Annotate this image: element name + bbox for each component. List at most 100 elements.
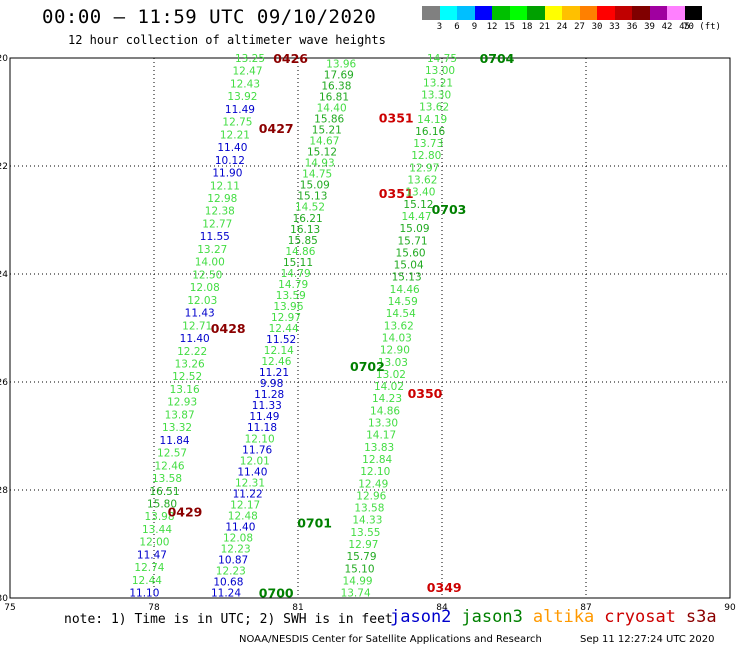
pass-time-label: 0700 (259, 586, 294, 601)
swh-value: 12.98 (207, 193, 237, 205)
pass-time-label: 0428 (211, 321, 246, 336)
color-scale-cell (492, 6, 510, 20)
pass-time-label: 0351 (379, 186, 414, 201)
swh-value: 11.21 (259, 367, 289, 379)
color-scale-cell (562, 6, 580, 20)
satellite-legend: jason2 jason3 altika cryosat s3a (390, 607, 727, 627)
color-scale-label: 70 (ft) (683, 22, 721, 32)
y-tick-label: -28 (0, 486, 8, 496)
color-scale-label: 21 (539, 22, 550, 32)
swh-value: 16.51 (149, 486, 179, 498)
color-scale-cell (544, 6, 562, 20)
swh-value: 12.17 (230, 499, 260, 511)
swh-value: 14.67 (309, 136, 339, 148)
swh-value: 14.00 (195, 257, 225, 269)
swh-value: 15.86 (314, 114, 344, 126)
swh-value: 12.31 (235, 477, 265, 489)
color-scale-label: 39 (644, 22, 655, 32)
pass-time-label: 0703 (432, 202, 467, 217)
swh-value: 12.23 (216, 566, 246, 578)
swh-value: 16.38 (321, 80, 351, 92)
swh-value: 15.04 (394, 260, 424, 272)
swh-value: 11.52 (266, 334, 296, 346)
swh-value: 13.62 (419, 102, 449, 114)
swh-value: 13.62 (407, 175, 437, 187)
swh-value: 13.92 (227, 91, 257, 103)
swh-value: 14.54 (386, 308, 416, 320)
swh-value: 12.22 (177, 346, 207, 358)
swh-value: 11.24 (211, 588, 241, 600)
y-tick-label: -22 (0, 162, 8, 172)
swh-value: 12.23 (221, 544, 251, 556)
swh-value: 14.86 (370, 405, 400, 417)
swh-value: 16.13 (290, 224, 320, 236)
color-scale-cell (649, 6, 667, 20)
swh-value: 11.49 (249, 411, 279, 423)
swh-value: 12.74 (134, 562, 164, 574)
swh-value: 12.97 (348, 539, 378, 551)
color-scale-label: 9 (471, 22, 478, 32)
swh-value: 13.62 (384, 320, 414, 332)
color-scale-cell (474, 6, 492, 20)
swh-value: 11.33 (252, 400, 282, 412)
swh-value: 14.17 (366, 430, 396, 442)
y-tick-label: -20 (0, 54, 8, 64)
credit-line: NOAA/NESDIS Center for Satellite Applica… (239, 634, 542, 645)
swh-value: 12.57 (157, 448, 187, 460)
swh-value: 12.97 (409, 162, 439, 174)
swh-value: 13.96 (326, 58, 356, 70)
y-tick-label: -30 (0, 594, 8, 604)
swh-value: 11.10 (129, 588, 159, 600)
swh-value: 12.08 (223, 532, 253, 544)
swh-value: 12.84 (362, 454, 392, 466)
swh-value: 14.47 (401, 211, 431, 223)
footnote: note: 1) Time is in UTC; 2) SWH is in fe… (64, 612, 393, 627)
pass-time-label: 0429 (168, 505, 203, 520)
swh-value: 12.47 (232, 66, 262, 78)
swh-value: 13.96 (273, 301, 303, 313)
x-tick-label: 78 (148, 603, 160, 613)
swh-value: 13.74 (341, 588, 371, 600)
swh-value: 13.58 (152, 473, 182, 485)
swh-value: 13.40 (405, 187, 435, 199)
swh-value: 15.12 (403, 199, 433, 211)
swh-value: 13.73 (413, 138, 443, 150)
color-scale-cell (527, 6, 545, 20)
color-scale-cell (422, 6, 440, 20)
chart-subtitle: 12 hour collection of altimeter wave hei… (68, 33, 386, 47)
swh-value: 12.44 (269, 323, 299, 335)
swh-value: 11.84 (160, 435, 190, 447)
swh-value: 12.77 (202, 218, 232, 230)
swh-value: 10.12 (215, 155, 245, 167)
swh-value: 13.83 (364, 442, 394, 454)
legend-entry: jason3 (461, 607, 523, 627)
swh-value: 13.55 (350, 527, 380, 539)
swh-value: 12.38 (205, 206, 235, 218)
swh-value: 12.10 (245, 433, 275, 445)
color-scale-label: 30 (591, 22, 603, 32)
swh-value: 15.85 (288, 235, 318, 247)
swh-value: 12.43 (230, 78, 260, 90)
swh-value: 15.09 (399, 223, 429, 235)
legend-entry: s3a (685, 607, 717, 627)
swh-value: 11.40 (180, 333, 210, 345)
swh-value: 12.03 (187, 295, 217, 307)
swh-value: 13.30 (368, 418, 398, 430)
swh-value: 11.76 (242, 444, 272, 456)
color-scale-label: 12 (486, 22, 498, 32)
x-tick-label: 75 (4, 603, 15, 613)
swh-value: 15.12 (307, 147, 337, 159)
swh-value: 11.40 (217, 142, 247, 154)
legend-entry: cryosat (604, 607, 676, 627)
swh-value: 11.90 (212, 168, 242, 180)
swh-value: 10.87 (218, 555, 248, 567)
color-scale-cell (509, 6, 527, 20)
swh-value: 14.46 (390, 284, 420, 296)
swh-value: 13.98 (144, 511, 174, 523)
swh-value: 12.14 (264, 345, 294, 357)
legend-entry: altika (532, 607, 595, 627)
swh-value: 12.50 (192, 269, 222, 281)
color-scale-label: 15 (504, 22, 515, 32)
swh-value: 13.59 (276, 290, 306, 302)
swh-value: 11.18 (247, 422, 277, 434)
